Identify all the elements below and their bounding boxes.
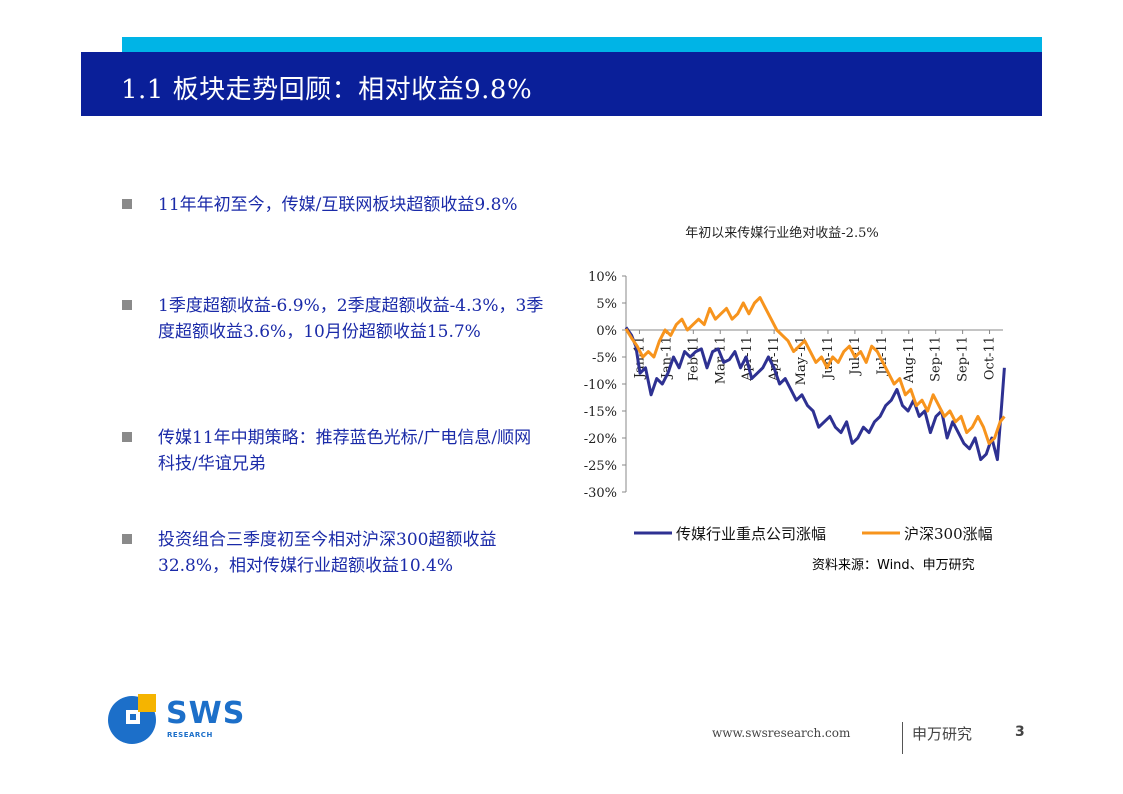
- series-line-csi300: [624, 296, 1006, 445]
- y-tick-label: -25%: [584, 459, 617, 474]
- y-tick-label: -20%: [584, 432, 617, 447]
- logo-subtext: RESEARCH: [167, 731, 213, 739]
- y-tick-label: 5%: [596, 297, 617, 312]
- logo-wordmark: SWS: [166, 696, 246, 731]
- bullet-text: 11年年初至今，传媒/互联网板块超额收益9.8%: [158, 195, 518, 215]
- chart-title: 年初以来传媒行业绝对收益-2.5%: [685, 226, 879, 241]
- legend-label: 沪深300涨幅: [904, 525, 993, 543]
- bullet-square-icon: [122, 534, 132, 544]
- header-accent-bar: [122, 37, 1042, 52]
- y-tick-label: 0%: [596, 324, 617, 339]
- bullet-square-icon: [122, 300, 132, 310]
- legend-label: 传媒行业重点公司涨幅: [676, 525, 826, 543]
- bullet-text: 投资组合三季度初至今相对沪深300超额收益32.8%，相对传媒行业超额收益10.…: [158, 530, 497, 576]
- y-tick-label: -5%: [592, 351, 617, 366]
- bullet-text: 1季度超额收益-6.9%，2季度超额收益-4.3%，3季度超额收益3.6%，10…: [158, 296, 544, 342]
- page-title: 1.1 板块走势回顾：相对收益9.8%: [121, 75, 533, 105]
- bullet-text: 传媒11年中期策略：推荐蓝色光标/广电信息/顺网科技/华谊兄弟: [158, 428, 532, 474]
- x-tick-label: Sep-11: [929, 336, 944, 382]
- y-tick-label: -30%: [584, 486, 617, 501]
- header-bar: 1.1 板块走势回顾：相对收益9.8%: [81, 52, 1042, 116]
- x-tick-label: Feb-11: [686, 336, 701, 381]
- x-tick-label: Jun-11: [821, 336, 836, 381]
- bullet-square-icon: [122, 432, 132, 442]
- y-tick-label: -15%: [584, 405, 617, 420]
- footer-company-name: 申万研究: [912, 725, 973, 743]
- source-note: 资料来源：Wind、申万研究: [812, 558, 975, 573]
- footer-divider: [902, 722, 903, 754]
- series-line-media: [624, 326, 1006, 462]
- x-tick-label: Oct-11: [983, 336, 998, 380]
- y-tick-label: 10%: [588, 270, 617, 285]
- page-number: 3: [1015, 724, 1025, 740]
- x-tick-label: Sep-11: [956, 336, 971, 382]
- y-tick-label: -10%: [584, 378, 617, 393]
- footer-url: www.swsresearch.com: [712, 726, 851, 740]
- bullet-square-icon: [122, 199, 132, 209]
- x-tick-label: Aug-11: [902, 336, 917, 384]
- sws-logo: SWS RESEARCH: [108, 690, 248, 745]
- x-tick-label: Apr-11: [767, 336, 782, 382]
